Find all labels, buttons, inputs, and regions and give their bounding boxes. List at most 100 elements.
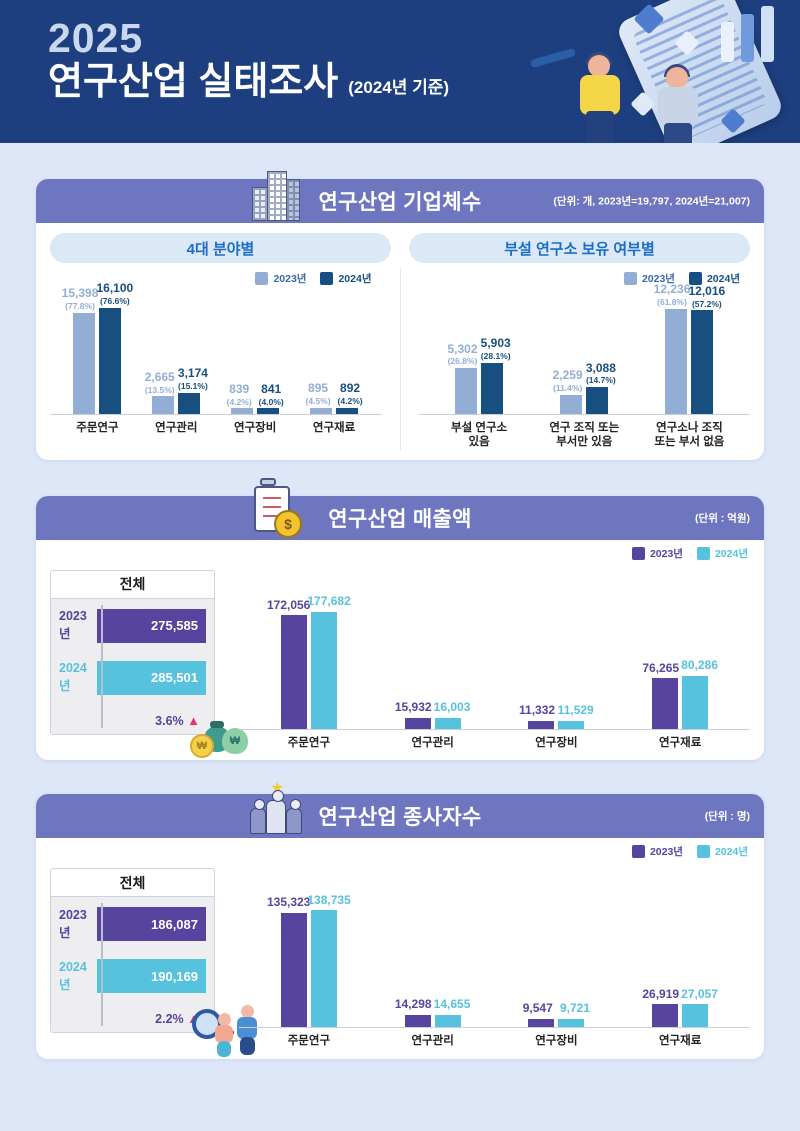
bar-value-label: 2,259 (11.4%) <box>552 367 583 393</box>
bar-chart-decoration <box>761 6 774 62</box>
total-panel-title: 전체 <box>51 869 214 898</box>
bar-value-label: 895 (4.5%) <box>305 381 331 407</box>
bar-group: 172,056 177,682 <box>247 594 371 729</box>
total-row-bar: 186,087 <box>97 907 206 942</box>
money-bag-icon: ₩ ₩ <box>190 718 256 759</box>
pill-4-fields: 4대 분야별 <box>50 233 391 263</box>
growth-indicator-sales: 3.6% ▲ <box>59 713 206 728</box>
legend-chip-2024 <box>688 272 702 285</box>
unit-note: (단위 : 명) <box>704 810 750 823</box>
axis-line <box>101 604 103 728</box>
building-icon <box>250 167 302 221</box>
legend-chip-2023 <box>631 845 645 859</box>
section-sales: $ 연구산업 매출액 (단위 : 억원) 2023년 2024년 <box>36 477 764 761</box>
total-row-bar: 190,169 <box>96 959 206 994</box>
bar-2024년: 138,735 <box>307 893 351 1028</box>
section-header-employees: ★ 연구산업 종사자수 (단위 : 명) <box>36 780 764 839</box>
total-row: 2024년 190,169 <box>59 959 206 994</box>
bar-group: 26,919 27,057 <box>618 898 742 1028</box>
bar-value-label: 9,547 <box>522 1001 553 1016</box>
bar-group-bars: 15,932 16,003 <box>395 600 470 729</box>
bar-group: 895 (4.5%) 892 (4.2%) <box>295 295 374 414</box>
chart-companies-by-field: 2023년 2024년 15,398 (77.8%) 16,100 (76.6%) 2,… <box>50 267 382 450</box>
legend-chip-2023 <box>631 546 645 560</box>
bar-group-bars: 76,265 80,286 <box>642 600 718 729</box>
bar-2023년: 172,056 <box>267 598 310 729</box>
section-title: 연구산업 매출액 <box>328 507 472 531</box>
legend-item-2023: 2023년 <box>623 271 675 286</box>
bar-2024년: 14,655 <box>434 998 470 1028</box>
bar-2023년: 15,932 <box>395 701 432 729</box>
bar-value-label: 14,298 <box>394 997 432 1012</box>
x-axis-labels: 주문연구 연구관리 연구장비 연구재료 <box>239 730 750 750</box>
x-axis-label: 연구재료 <box>312 422 356 434</box>
bar-group-bars: 2,665 (13.5%) 3,174 (15.1%) <box>145 295 208 414</box>
bar-value-label: 16,003 <box>433 700 471 715</box>
bar-group-bars: 5,302 (26.8%) 5,903 (28.1%) <box>447 295 511 414</box>
section-title: 연구산업 종사자수 <box>318 806 482 830</box>
bar-chart-decoration <box>721 22 734 62</box>
legend-companies-lab: 2023년 2024년 <box>623 271 740 286</box>
chart-companies-by-lab: 2023년 2024년 5,302 (26.8%) 5,903 (28.1%) 2,25… <box>418 267 750 450</box>
bar-group: 839 (4.2%) 841 (4.0%) <box>216 295 295 414</box>
bar-value-label: 5,903 (28.1%) <box>480 336 511 362</box>
legend-employees: 2023년 2024년 <box>631 844 748 859</box>
bar-2024년: 892 (4.2%) <box>336 382 363 414</box>
bar-value-label: 27,057 <box>681 986 718 1001</box>
bar-group-bars: 15,398 (77.8%) 16,100 (76.6%) <box>62 282 133 414</box>
bars-container: 5,302 (26.8%) 5,903 (28.1%) 2,259 (11.4%) 3,08… <box>418 283 750 415</box>
x-axis-label: 연구재료 <box>658 736 702 749</box>
bar-value-label: 138,735 <box>307 892 351 907</box>
bar-group-bars: 12,236 (61.8%) 12,016 (57.2%) <box>654 283 725 414</box>
bar-2023년: 26,919 <box>642 987 679 1028</box>
section-companies: 연구산업 기업체수 (단위: 개, 2023년=19,797, 2024년=21… <box>36 171 764 460</box>
bar-value-label: 14,655 <box>433 997 471 1011</box>
x-axis-labels: 주문연구 연구관리 연구장비 연구재료 <box>50 415 382 435</box>
page-title: 연구산업 실태조사 <box>48 61 339 103</box>
legend-chip-2024 <box>696 845 710 859</box>
total-row-bar: 275,585 <box>97 608 206 643</box>
hero-banner: 2025 연구산업 실태조사 (2024년 기준) <box>0 0 800 143</box>
pill-lab-ownership: 부설 연구소 보유 여부별 <box>409 233 750 263</box>
x-axis-label: 주문연구 <box>287 736 331 749</box>
section-title: 연구산업 기업체수 <box>318 191 482 214</box>
bar-value-label: 15,932 <box>394 700 432 715</box>
x-axis-label: 연구장비 <box>234 422 277 434</box>
legend-item-2024: 2024년 <box>320 271 372 286</box>
bar-value-label: 892 (4.2%) <box>337 381 363 407</box>
legend-label-2024: 2024년 <box>706 273 740 285</box>
subsection-pill-row: 4대 분야별 부설 연구소 보유 여부별 <box>36 223 764 263</box>
panel-divider <box>399 267 401 450</box>
bar-group-bars: 135,323 138,735 <box>267 893 351 1028</box>
total-row-label: 2024년 <box>59 959 87 992</box>
bar-group-bars: 26,919 27,057 <box>642 898 718 1028</box>
arrow-up-icon: ▲ <box>187 712 200 728</box>
unit-note: (단위 : 억원) <box>695 512 750 525</box>
bar-group-bars: 11,332 11,529 <box>519 600 594 729</box>
bar-group: 135,323 138,735 <box>247 893 371 1028</box>
section-header-sales: $ 연구산업 매출액 (단위 : 억원) <box>36 477 764 540</box>
total-row-bar: 285,501 <box>96 660 206 695</box>
x-axis-label: 연구재료 <box>658 1035 702 1048</box>
bar-2023년: 895 (4.5%) <box>306 382 333 414</box>
bar-value-label: 177,682 <box>307 593 351 608</box>
total-row: 2023년 275,585 <box>59 608 206 643</box>
total-panel-body: 2023년 275,585 2024년 285,501 3.6% ▲ <box>51 598 214 734</box>
axis-line <box>101 903 103 1027</box>
legend-label-2023: 2023년 <box>641 273 675 285</box>
bars-container: 135,323 138,735 14,298 14,655 9,547 9,721 26,9… <box>239 893 750 1029</box>
growth-value: 2.2% <box>155 1012 184 1027</box>
bar-value-label: 11,332 <box>519 703 556 718</box>
telescope-icon <box>529 47 577 69</box>
legend-sales: 2023년 2024년 <box>631 546 748 561</box>
bar-2023년: 5,302 (26.8%) <box>447 342 477 414</box>
legend-chip-2024 <box>696 546 710 560</box>
bar-group: 9,547 9,721 <box>495 898 619 1028</box>
legend-item-2023: 2023년 <box>631 844 683 859</box>
bar-2024년: 16,100 (76.6%) <box>96 282 133 414</box>
person-illustration <box>652 64 704 143</box>
bar-2023년: 11,332 <box>519 704 555 729</box>
total-row-value: 275,585 <box>151 618 198 634</box>
legend-item-2024: 2024년 <box>696 546 748 561</box>
